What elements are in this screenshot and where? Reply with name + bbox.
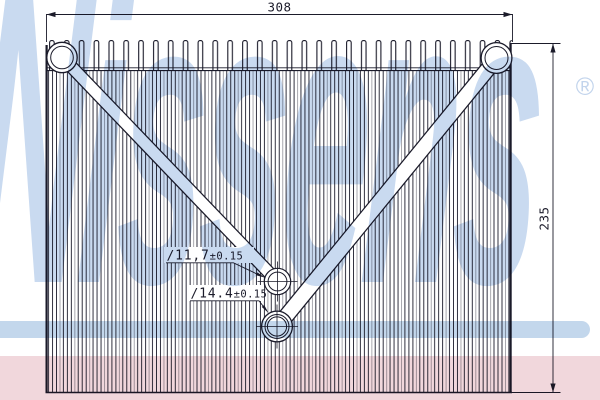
top-right-fitting — [480, 41, 513, 75]
width-dimension-label: 308 — [267, 0, 291, 15]
leader-arrow — [256, 272, 265, 278]
top-left-fitting — [46, 41, 78, 74]
port-small — [257, 261, 298, 302]
leader-arrow — [261, 305, 269, 313]
arrow-down — [550, 383, 556, 393]
dimension-width: 308 — [46, 0, 513, 42]
callout-small-tolerance: ±0.15 — [210, 251, 244, 263]
inlet-pipe — [56, 51, 284, 288]
arrow-up — [550, 43, 556, 53]
callout-small-diameter: ∕11,7±0.15 — [164, 247, 265, 278]
dimension-height: 235 — [510, 43, 561, 393]
callout-large-main: ∕14.4 — [191, 287, 234, 302]
svg-text:∕11,7±0.15: ∕11,7±0.15 — [167, 249, 244, 264]
callout-large-diameter: ∕14.4±0.15 — [188, 285, 269, 313]
outlet-pipe — [269, 50, 505, 335]
svg-text:∕14.4±0.15: ∕14.4±0.15 — [191, 287, 268, 302]
arrow-left — [46, 11, 56, 18]
tube-stubs — [49, 40, 512, 71]
callout-small-main: ∕11,7 — [167, 249, 210, 264]
height-dimension-label: 235 — [537, 206, 552, 230]
arrow-right — [503, 11, 513, 18]
callout-large-tolerance: ±0.15 — [234, 289, 268, 301]
